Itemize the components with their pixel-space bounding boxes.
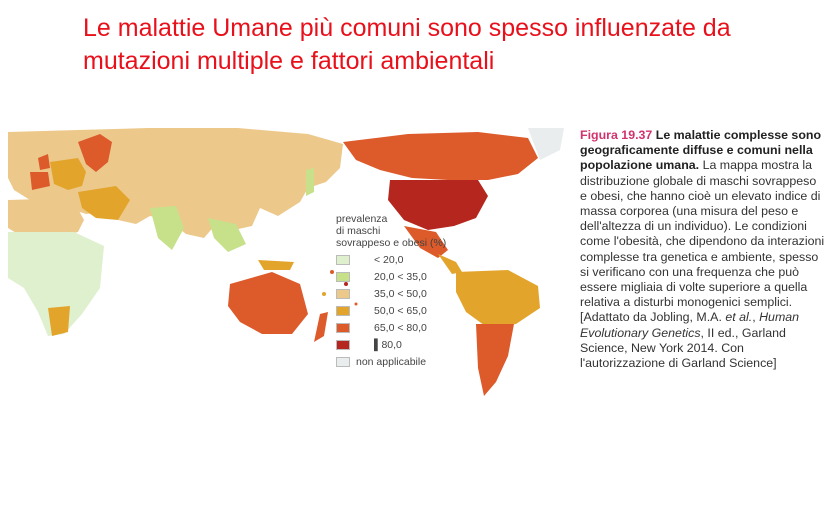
legend-item: ▌80,0	[336, 338, 476, 355]
map-region-india	[150, 206, 184, 250]
legend-title-line-2: di maschi	[336, 225, 381, 237]
map-region-north-africa	[8, 198, 84, 238]
figure-number: Figura 19.37	[580, 128, 653, 142]
map-region-australia	[228, 272, 308, 334]
legend-label: ▌80,0	[374, 339, 402, 351]
map-region-iberia	[30, 172, 50, 190]
legend-label: non applicabile	[356, 356, 427, 368]
legend-bar-glyph: ▌	[374, 339, 382, 351]
map-region-central-america	[438, 254, 462, 274]
legend-title-line-1: prevalenza	[336, 213, 388, 225]
map-region-scandinavia	[78, 134, 112, 172]
map-region-china	[198, 156, 290, 210]
legend-label: < 20,0	[374, 254, 404, 266]
legend-title: prevalenza di maschi sovrappeso e obesi …	[336, 213, 476, 249]
map-region-greenland	[528, 128, 564, 160]
caption-italic-1: et al.	[725, 310, 753, 325]
legend-label-text: 80,0	[381, 339, 402, 351]
slide-title-line-1: Le malattie Umane più comuni sono spesso…	[83, 14, 731, 42]
map-region-se-asia	[208, 218, 246, 252]
legend-label: 50,0 < 65,0	[374, 305, 427, 317]
legend-swatch	[336, 289, 350, 299]
legend-title-line-3: sovrappeso e obesi (%)	[336, 237, 447, 249]
caption-body-1: La mappa mostra la distribuzione globale…	[580, 158, 825, 325]
map-region-alaska-canada	[343, 132, 538, 180]
legend-item: non applicabile	[336, 355, 476, 372]
map-region-europe-west	[50, 158, 86, 190]
map-region-middle-east	[78, 186, 130, 220]
legend-item: 65,0 < 80,0	[336, 321, 476, 338]
legend-swatch	[336, 272, 350, 282]
map-region-africa	[8, 232, 104, 336]
map-region-mexico	[404, 226, 448, 258]
map-region-south-america-north	[456, 270, 540, 328]
map-region-uk	[38, 154, 50, 170]
caption-body-2: ,	[752, 310, 760, 325]
figure-caption: Figura 19.37 Le malattie complesse sono …	[580, 128, 825, 371]
legend-label: 35,0 < 50,0	[374, 288, 427, 300]
map-region-usa	[388, 180, 488, 230]
legend-label: 65,0 < 80,0	[374, 322, 427, 334]
map-region-south-america-south	[476, 324, 514, 396]
legend-swatch	[336, 306, 350, 316]
legend-item: 50,0 < 65,0	[336, 304, 476, 321]
map-region-japan	[306, 168, 314, 196]
caption-italic-2: Human Evolutionary Genetics	[580, 310, 800, 340]
slide-title-line-2: mutazioni multiple e fattori ambientali	[83, 47, 495, 75]
map-legend: prevalenza di maschi sovrappeso e obesi …	[336, 213, 476, 372]
map-region-new-zealand	[314, 312, 328, 342]
legend-item: 35,0 < 50,0	[336, 287, 476, 304]
map-region-new-guinea	[258, 260, 294, 270]
legend-swatch	[336, 323, 350, 333]
legend-swatch	[336, 340, 350, 350]
figure-bold-title: Le malattie complesse sono geograficamen…	[580, 128, 822, 173]
world-map	[8, 128, 568, 400]
legend-item: 20,0 < 35,0	[336, 270, 476, 287]
caption-body-3: , II ed., Garland Science, New York 2014…	[580, 325, 786, 371]
legend-swatch	[336, 357, 350, 367]
legend-label: 20,0 < 35,0	[374, 271, 427, 283]
map-region-south-africa	[48, 306, 70, 336]
slide-title: Le malattie Umane più comuni sono spesso…	[83, 12, 783, 78]
legend-item: < 20,0	[336, 253, 476, 270]
legend-swatch	[336, 255, 350, 265]
